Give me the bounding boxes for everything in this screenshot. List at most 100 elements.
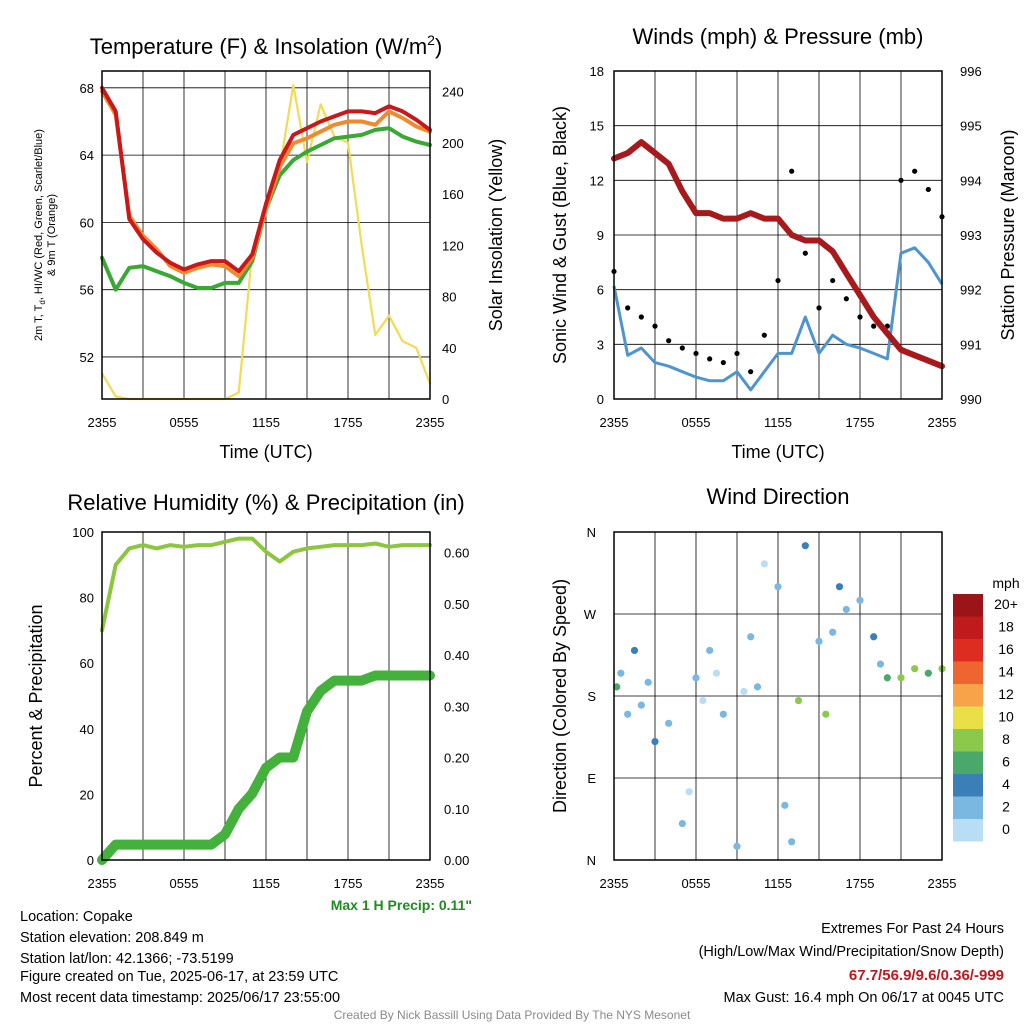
- direction-ticks: 2355 0555 1155 1755 2355 N E S W N: [584, 525, 957, 891]
- y2-tick-label: 994: [960, 173, 982, 188]
- temp-x-axis-label: Time (UTC): [219, 442, 312, 462]
- station-elevation: Station elevation: 208.849 m: [20, 930, 204, 946]
- y2-tick-label: 80: [442, 290, 456, 305]
- y2-tick-label: 992: [960, 283, 982, 298]
- winds-series: [611, 139, 945, 392]
- legend-label: 16: [998, 641, 1014, 657]
- wind-direction-panel: Wind Direction 2355 0555 1155 1755 2355 N E S W N…: [550, 484, 1020, 891]
- gust-point: [871, 323, 877, 329]
- station-location: Location: Copake: [20, 909, 133, 925]
- gust-point: [707, 356, 713, 362]
- gust-point: [912, 168, 918, 174]
- x-tick-label: 0555: [682, 876, 711, 891]
- y-tick-label: 12: [590, 173, 604, 188]
- gust-point: [802, 250, 808, 256]
- gust-point: [925, 186, 931, 193]
- gust-point: [761, 332, 767, 338]
- x-tick-label: 1755: [846, 415, 875, 430]
- x-tick-label: 1155: [764, 876, 792, 891]
- y-tick-label: S: [587, 689, 596, 704]
- temp-y-axis-label: 2m T, Td, HI/WC (Red, Green, Scarlet/Blu…: [33, 129, 47, 341]
- winds-x-axis-label: Time (UTC): [731, 442, 824, 462]
- series-line: [612, 246, 944, 392]
- y2-tick-label: 0.00: [444, 853, 469, 868]
- x-tick-label: 2355: [416, 415, 445, 430]
- y-tick-label: 15: [590, 119, 604, 134]
- legend-swatch: [953, 706, 983, 729]
- winds-y-axis-label: Sonic Wind & Gust (Blue, Black): [550, 106, 570, 364]
- extremes-info: Extremes For Past 24 Hours (High/Low/Max…: [699, 921, 1004, 1006]
- y-tick-label: 56: [80, 283, 94, 298]
- y2-tick-label: 996: [960, 64, 982, 79]
- y-tick-label: E: [587, 771, 596, 786]
- legend-swatch: [953, 616, 983, 639]
- direction-point: [856, 596, 864, 604]
- legend-swatch: [953, 661, 983, 684]
- direction-point: [774, 583, 782, 591]
- legend-label: 2: [1002, 799, 1010, 815]
- x-tick-label: 1755: [334, 876, 363, 891]
- legend-swatch: [953, 729, 983, 752]
- y-tick-label: 0: [597, 392, 604, 407]
- direction-point: [835, 583, 844, 591]
- y-tick-label: 40: [80, 722, 94, 737]
- y2-tick-label: 993: [960, 228, 982, 243]
- y-tick-label: 0: [87, 853, 94, 868]
- y-tick-label: N: [587, 853, 596, 868]
- y-tick-label: 80: [80, 591, 94, 606]
- humidity-panel-title: Relative Humidity (%) & Precipitation (i…: [67, 490, 464, 515]
- direction-point: [911, 665, 919, 673]
- gust-point: [816, 305, 822, 311]
- direction-point: [822, 710, 830, 718]
- direction-point: [760, 560, 768, 568]
- winds-panel-title: Winds (mph) & Pressure (mb): [633, 24, 924, 49]
- y2-tick-label: 240: [442, 85, 464, 100]
- x-tick-label: 2355: [928, 415, 957, 430]
- max-precip-note: Max 1 H Precip: 0.11": [331, 897, 472, 913]
- direction-point: [883, 674, 891, 682]
- legend-swatch: [953, 751, 983, 774]
- y2-tick-label: 0.20: [444, 751, 469, 766]
- humidity-panel: Relative Humidity (%) & Precipitation (i…: [26, 490, 472, 913]
- y2-tick-label: 0.60: [444, 546, 469, 561]
- direction-point: [747, 633, 755, 641]
- y-tick-label: N: [587, 525, 596, 540]
- direction-point: [876, 660, 885, 668]
- x-tick-label: 0555: [170, 415, 199, 430]
- x-tick-label: 1755: [334, 415, 363, 430]
- direction-point: [613, 683, 621, 691]
- credit-line: Created By Nick Bassill Using Data Provi…: [334, 1008, 691, 1022]
- max-gust: Max Gust: 16.4 mph On 06/17 at 0045 UTC: [724, 990, 1004, 1006]
- direction-point: [712, 669, 721, 677]
- y2-tick-label: 160: [442, 187, 464, 202]
- series-line: [100, 85, 432, 274]
- gust-point: [720, 359, 726, 366]
- direction-point: [794, 696, 803, 705]
- humidity-grid: [142, 532, 390, 860]
- direction-point: [651, 737, 659, 746]
- insolation-y2-axis-label: Solar Insolation (Yellow): [486, 139, 506, 331]
- humidity-y-axis-label: Percent & Precipitation: [26, 604, 46, 787]
- direction-point: [678, 819, 686, 828]
- winds-grid: [614, 71, 942, 399]
- legend-label: 4: [1002, 776, 1010, 792]
- direction-point: [692, 674, 700, 682]
- legend-label: 18: [998, 619, 1014, 635]
- x-tick-label: 2355: [88, 876, 117, 891]
- y2-tick-label: 991: [960, 337, 982, 352]
- winds-panel: Winds (mph) & Pressure (mb) 2355 0555 1155…: [550, 24, 1018, 462]
- y2-tick-label: 0.10: [444, 802, 469, 817]
- y-tick-label: 6: [597, 283, 604, 298]
- direction-point: [624, 710, 632, 718]
- legend-swatch: [953, 774, 983, 797]
- y-tick-label: 52: [80, 350, 94, 365]
- gust-point: [775, 277, 781, 284]
- direction-panel-title: Wind Direction: [706, 484, 849, 509]
- direction-point: [897, 674, 905, 682]
- series-line: [611, 139, 945, 370]
- direction-point: [753, 683, 762, 691]
- gust-point: [748, 369, 754, 375]
- humidity-ticks: 2355 0555 1155 1755 2355 0 20 40 60 80 100 0.00 0.10…: [72, 525, 469, 891]
- station-info: Location: Copake Station elevation: 208.…: [20, 909, 340, 1006]
- winds-plot-frame: [613, 70, 943, 400]
